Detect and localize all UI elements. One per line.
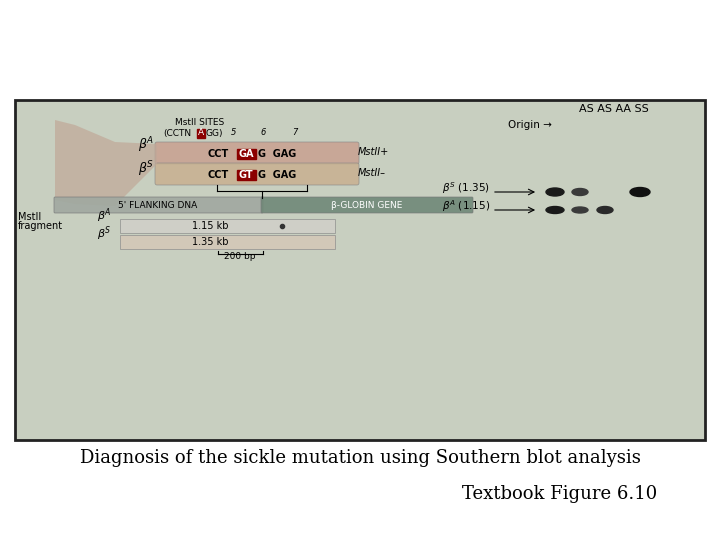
Polygon shape	[55, 120, 157, 206]
Text: Diagnosis of the sickle mutation using Southern blot analysis: Diagnosis of the sickle mutation using S…	[80, 449, 640, 467]
Text: GA: GA	[238, 149, 253, 159]
Text: $\beta^S$: $\beta^S$	[138, 159, 154, 179]
Text: CCT: CCT	[207, 149, 229, 159]
Text: 1.15 kb: 1.15 kb	[192, 221, 228, 231]
Text: $\beta^A$: $\beta^A$	[97, 207, 112, 225]
FancyBboxPatch shape	[197, 129, 205, 138]
Text: 5: 5	[231, 128, 237, 137]
Text: AS AS AA SS: AS AS AA SS	[579, 104, 649, 114]
FancyBboxPatch shape	[155, 163, 359, 185]
Ellipse shape	[546, 188, 564, 196]
Text: G  GAG: G GAG	[258, 170, 296, 180]
Text: 5' FLANKING DNA: 5' FLANKING DNA	[118, 201, 197, 211]
Text: $\beta^S$: $\beta^S$	[97, 225, 112, 244]
FancyBboxPatch shape	[120, 219, 335, 233]
FancyBboxPatch shape	[15, 100, 705, 440]
Text: MstII: MstII	[18, 212, 41, 222]
Text: β-GLOBIN GENE: β-GLOBIN GENE	[331, 201, 402, 211]
Text: MstII–: MstII–	[358, 168, 386, 178]
Text: $\beta^S$ (1.35): $\beta^S$ (1.35)	[442, 180, 490, 196]
Text: fragment: fragment	[18, 221, 63, 231]
Text: Textbook Figure 6.10: Textbook Figure 6.10	[462, 485, 657, 503]
Text: CCT: CCT	[207, 170, 229, 180]
FancyBboxPatch shape	[261, 197, 473, 213]
FancyBboxPatch shape	[54, 197, 263, 213]
Text: Origin →: Origin →	[508, 120, 552, 130]
Ellipse shape	[546, 206, 564, 213]
Text: G  GAG: G GAG	[258, 149, 296, 159]
Ellipse shape	[630, 187, 650, 197]
Text: $\beta^A$ (1.15): $\beta^A$ (1.15)	[442, 198, 490, 214]
Text: 6: 6	[261, 128, 266, 137]
Text: 200 bp: 200 bp	[224, 252, 256, 261]
Text: 1.35 kb: 1.35 kb	[192, 237, 228, 247]
Text: MstII+: MstII+	[358, 147, 390, 157]
FancyBboxPatch shape	[155, 142, 359, 164]
Text: GG): GG)	[205, 129, 222, 138]
Text: (CCTN: (CCTN	[163, 129, 191, 138]
Text: MstII SITES: MstII SITES	[176, 118, 225, 127]
Text: $\beta^A$: $\beta^A$	[138, 135, 154, 154]
Ellipse shape	[597, 206, 613, 213]
FancyBboxPatch shape	[120, 235, 335, 249]
Ellipse shape	[572, 188, 588, 195]
Text: 7: 7	[292, 128, 297, 137]
Text: GT: GT	[239, 170, 253, 180]
Ellipse shape	[572, 207, 588, 213]
FancyBboxPatch shape	[237, 170, 256, 180]
FancyBboxPatch shape	[237, 149, 256, 159]
Text: A: A	[198, 128, 204, 137]
